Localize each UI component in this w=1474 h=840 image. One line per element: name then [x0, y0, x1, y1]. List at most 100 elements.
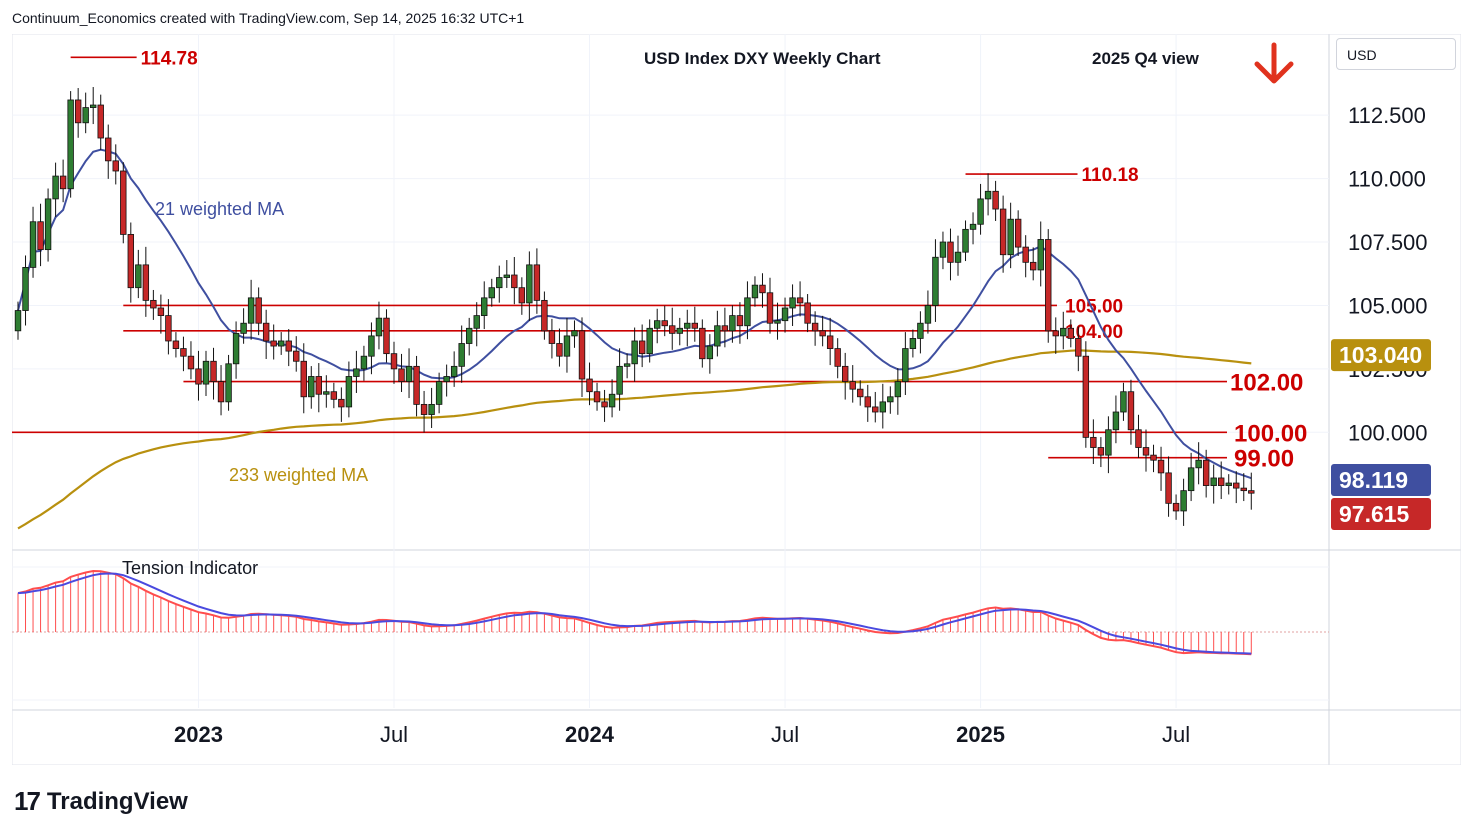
candle[interactable]: [67, 91, 74, 198]
candle[interactable]: [360, 345, 368, 381]
candle[interactable]: [180, 336, 187, 372]
candle[interactable]: [443, 364, 450, 397]
candle[interactable]: [744, 281, 751, 340]
candle[interactable]: [992, 180, 999, 221]
chart-area[interactable]: 105.00 104.00 102.00 100.00 99.00 114.78 110.1…: [11, 33, 1462, 766]
candle[interactable]: [1240, 473, 1247, 502]
candle[interactable]: [954, 235, 962, 276]
symbol-selector[interactable]: USD: [1336, 38, 1456, 70]
candle[interactable]: [473, 302, 480, 347]
candle[interactable]: [661, 305, 668, 337]
candle[interactable]: [74, 88, 82, 138]
candle[interactable]: [187, 341, 195, 380]
candle[interactable]: [262, 309, 270, 359]
candle[interactable]: [872, 391, 879, 423]
candle[interactable]: [202, 350, 210, 397]
candle[interactable]: [834, 338, 841, 379]
candle[interactable]: [691, 306, 698, 342]
candle[interactable]: [1180, 478, 1187, 526]
candle[interactable]: [1127, 379, 1135, 445]
candle[interactable]: [1120, 382, 1127, 421]
candle[interactable]: [669, 307, 676, 350]
candle[interactable]: [496, 265, 503, 303]
candle[interactable]: [14, 301, 22, 340]
candle[interactable]: [796, 281, 804, 317]
candle[interactable]: [225, 354, 232, 411]
tradingview-logo[interactable]: 17 TradingView: [14, 786, 188, 817]
candle[interactable]: [932, 239, 939, 322]
candle[interactable]: [142, 246, 150, 317]
candle[interactable]: [420, 390, 428, 433]
candle[interactable]: [616, 348, 623, 411]
candle[interactable]: [44, 188, 52, 262]
candle[interactable]: [526, 251, 533, 321]
candle[interactable]: [59, 159, 67, 203]
candle[interactable]: [345, 361, 353, 418]
candle[interactable]: [150, 289, 157, 320]
candle[interactable]: [1142, 429, 1150, 472]
candle[interactable]: [511, 256, 518, 305]
candle[interactable]: [1022, 235, 1029, 278]
candle[interactable]: [368, 322, 375, 375]
candle[interactable]: [879, 383, 886, 429]
candle[interactable]: [766, 277, 774, 334]
candle[interactable]: [684, 309, 691, 347]
candle[interactable]: [97, 94, 104, 150]
candle[interactable]: [1248, 472, 1255, 510]
candle[interactable]: [939, 231, 947, 270]
candle[interactable]: [353, 350, 360, 393]
candle[interactable]: [1210, 464, 1217, 504]
candle[interactable]: [210, 347, 217, 400]
candle[interactable]: [962, 220, 969, 262]
candle[interactable]: [646, 319, 653, 363]
candle[interactable]: [1007, 202, 1014, 269]
candle[interactable]: [759, 273, 766, 308]
candle[interactable]: [300, 343, 307, 414]
candle[interactable]: [120, 162, 127, 244]
candle[interactable]: [947, 228, 954, 281]
candle[interactable]: [1135, 414, 1142, 458]
candle[interactable]: [52, 162, 59, 217]
candle[interactable]: [90, 87, 97, 125]
candle[interactable]: [1014, 210, 1022, 256]
candle[interactable]: [714, 310, 721, 357]
candle[interactable]: [390, 341, 398, 384]
candlesticks[interactable]: [14, 87, 1255, 526]
candle[interactable]: [909, 329, 917, 358]
candle[interactable]: [571, 320, 578, 348]
candle[interactable]: [601, 389, 608, 422]
candle[interactable]: [172, 332, 180, 358]
candle[interactable]: [969, 212, 977, 245]
candle[interactable]: [819, 315, 826, 347]
candle[interactable]: [255, 287, 262, 336]
candle[interactable]: [676, 317, 683, 346]
candle[interactable]: [293, 336, 300, 372]
candle[interactable]: [548, 318, 556, 359]
candle[interactable]: [1187, 452, 1195, 502]
candle[interactable]: [977, 183, 984, 235]
candle[interactable]: [330, 382, 338, 409]
candle[interactable]: [465, 317, 473, 356]
candle[interactable]: [533, 248, 541, 314]
candle[interactable]: [285, 329, 292, 367]
candle[interactable]: [631, 327, 638, 382]
candle[interactable]: [1172, 494, 1180, 520]
candle[interactable]: [789, 284, 796, 327]
candle[interactable]: [541, 291, 548, 340]
candle[interactable]: [270, 324, 277, 360]
candle[interactable]: [458, 325, 465, 383]
candle[interactable]: [315, 363, 322, 413]
candle[interactable]: [811, 311, 819, 346]
candle[interactable]: [1195, 442, 1202, 485]
candle[interactable]: [383, 309, 390, 363]
candle[interactable]: [398, 353, 405, 392]
candle[interactable]: [165, 299, 172, 355]
candle[interactable]: [1233, 471, 1240, 504]
candle[interactable]: [428, 387, 435, 428]
candle[interactable]: [488, 278, 495, 307]
candle[interactable]: [135, 249, 142, 299]
candle[interactable]: [984, 173, 992, 216]
candle[interactable]: [623, 353, 631, 379]
candle[interactable]: [82, 92, 89, 134]
